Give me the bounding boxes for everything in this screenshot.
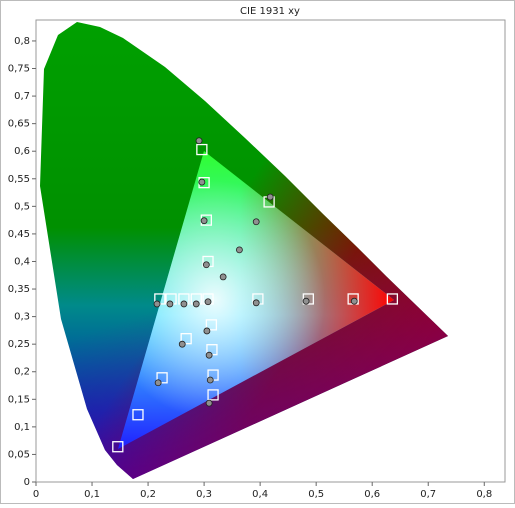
measured-marker [204, 298, 212, 306]
measured-marker [206, 376, 214, 384]
x-tick-label: 0 [33, 489, 39, 500]
measured-marker [195, 137, 203, 145]
y-tick-label: 0,05 [8, 449, 30, 460]
measured-marker [350, 297, 358, 305]
x-tick-label: 0,8 [476, 489, 492, 500]
measured-marker [178, 340, 186, 348]
x-tick-label: 0,7 [420, 489, 436, 500]
measured-marker [203, 327, 211, 335]
target-marker [156, 372, 168, 384]
y-tick-label: 0,55 [8, 174, 30, 185]
measured-marker [166, 300, 174, 308]
y-tick-label: 0,6 [14, 146, 30, 157]
measured-marker [205, 399, 213, 407]
y-tick-label: 0,4 [14, 256, 30, 267]
x-tick-label: 0,2 [140, 489, 156, 500]
measured-marker [202, 261, 210, 269]
measured-marker [205, 351, 213, 359]
y-tick-label: 0,75 [8, 64, 30, 75]
measured-marker [180, 300, 188, 308]
y-tick-label: 0,15 [8, 394, 30, 405]
y-tick-label: 0,3 [14, 312, 30, 323]
measured-marker [266, 193, 274, 201]
chart-title: CIE 1931 xy [240, 6, 300, 17]
x-tick-label: 0,6 [364, 489, 380, 500]
target-marker [207, 389, 219, 401]
y-tick-label: 0,45 [8, 229, 30, 240]
measured-marker [153, 300, 161, 308]
measured-marker [219, 273, 227, 281]
y-tick-label: 0,1 [14, 422, 30, 433]
y-tick-label: 0,7 [14, 91, 30, 102]
target-marker [132, 409, 144, 421]
measured-marker [192, 300, 200, 308]
y-tick-label: 0,5 [14, 201, 30, 212]
measured-marker [302, 297, 310, 305]
y-tick-label: 0,25 [8, 339, 30, 350]
y-tick-label: 0,65 [8, 119, 30, 130]
target-marker [180, 333, 192, 345]
measured-marker [236, 246, 243, 254]
target-marker [302, 293, 314, 305]
target-marker [112, 441, 124, 453]
marks [112, 137, 399, 453]
target-marker [386, 293, 399, 305]
measured-marker [200, 217, 208, 225]
measured-marker [154, 379, 162, 387]
target-marker [196, 143, 208, 156]
y-tick-label: 0,2 [14, 367, 30, 378]
y-tick-label: 0,8 [14, 36, 30, 47]
measured-marker [198, 178, 206, 186]
measured-marker [252, 299, 260, 307]
x-tick-label: 0,4 [252, 489, 268, 500]
y-tick-label: 0,35 [8, 284, 30, 295]
x-tick-label: 0,1 [84, 489, 100, 500]
y-tick-label: 0 [24, 477, 30, 488]
target-marker [205, 319, 218, 331]
measured-marker [252, 218, 260, 226]
axes: 0 0,1 0,2 0,3 0,4 0,5 0,6 0,7 0,8 0 0,05 0,1 0,15 0,2… [8, 36, 492, 500]
x-tick-label: 0,5 [308, 489, 324, 500]
x-tick-label: 0,3 [196, 489, 212, 500]
